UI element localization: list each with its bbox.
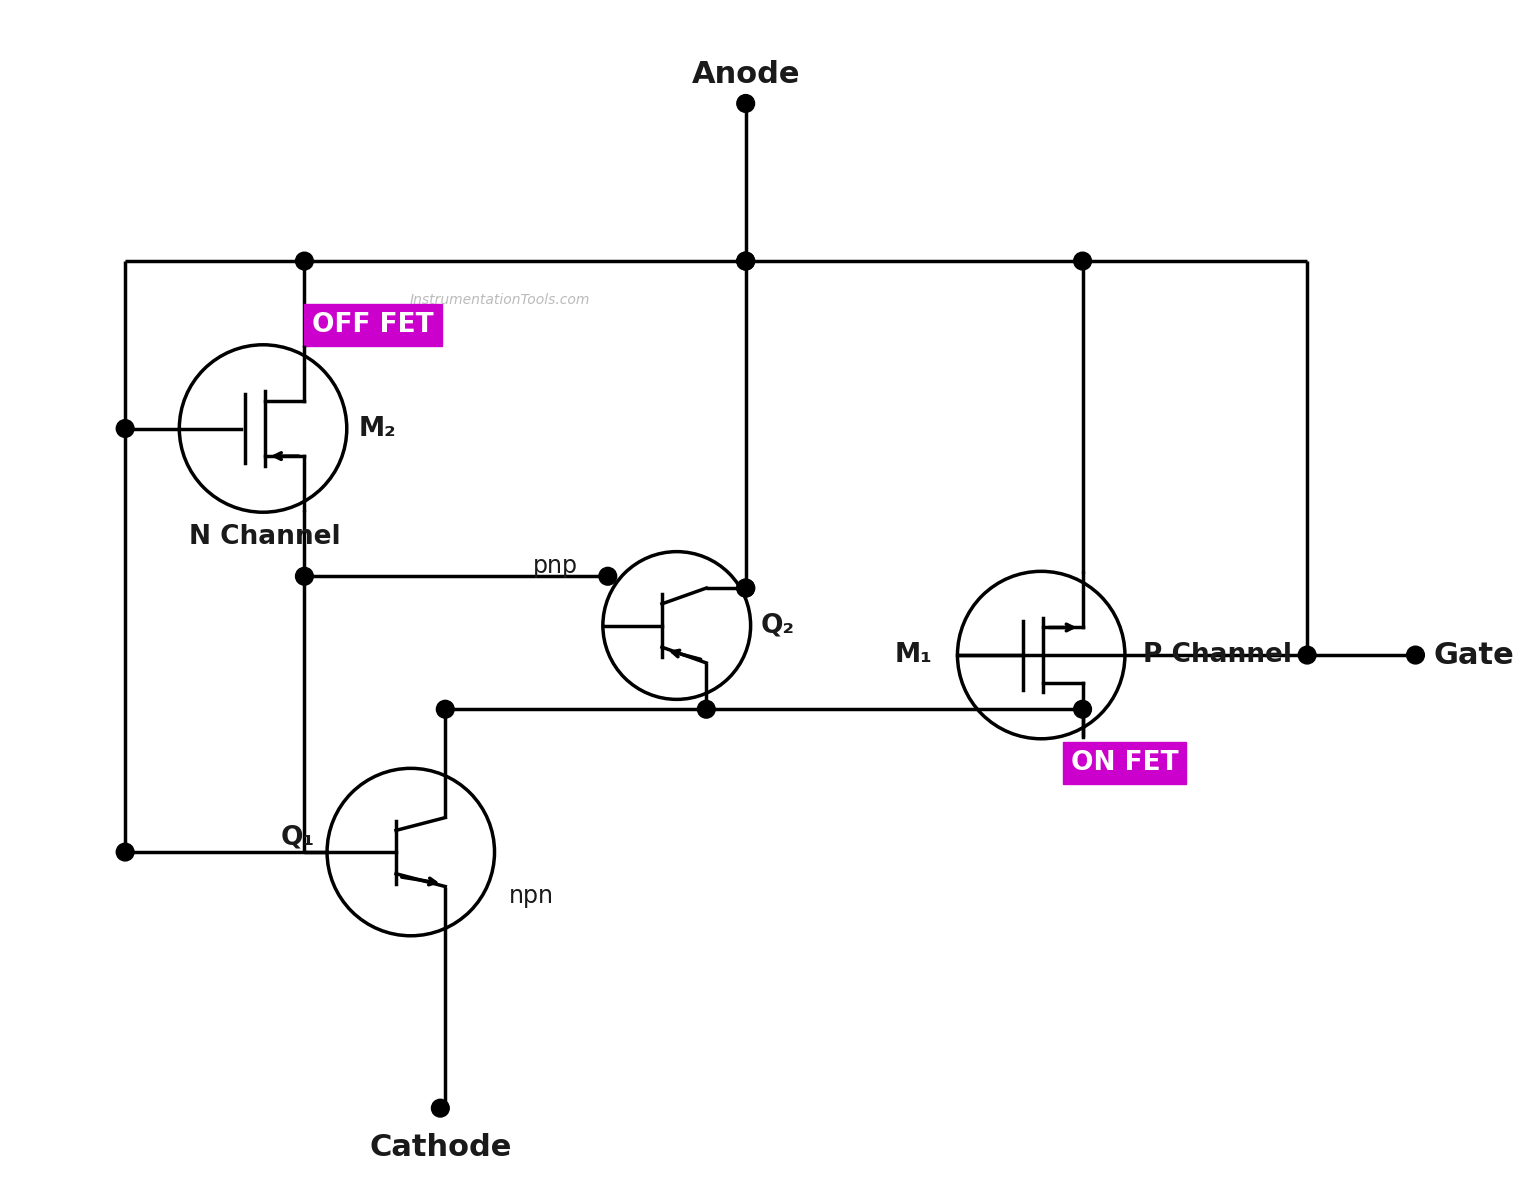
Circle shape [117,420,134,438]
Text: npn: npn [510,885,554,908]
Circle shape [432,1099,449,1117]
Circle shape [295,253,313,270]
Text: P Channel: P Channel [1143,642,1292,668]
Circle shape [737,253,754,270]
Text: pnp: pnp [533,554,578,579]
Text: OFF FET: OFF FET [312,312,433,338]
Circle shape [295,567,313,585]
Circle shape [599,567,616,585]
Text: InstrumentationTools.com: InstrumentationTools.com [409,293,590,307]
Text: Anode: Anode [691,59,800,89]
Text: N Channel: N Channel [189,524,341,550]
Circle shape [1074,701,1092,718]
Circle shape [737,579,754,597]
Text: M₁: M₁ [895,642,932,668]
Circle shape [1298,646,1316,664]
Text: Gate: Gate [1433,640,1514,670]
Circle shape [117,843,134,861]
Circle shape [737,95,754,113]
Circle shape [1074,253,1092,270]
Text: Q₂: Q₂ [760,612,794,638]
Text: M₂: M₂ [358,415,396,441]
Circle shape [697,701,716,718]
Text: Q₁: Q₁ [281,824,315,850]
Text: Cathode: Cathode [369,1133,511,1162]
Circle shape [1407,646,1424,664]
Circle shape [737,253,754,270]
Circle shape [737,579,754,597]
Circle shape [436,701,455,718]
Text: ON FET: ON FET [1071,751,1178,777]
